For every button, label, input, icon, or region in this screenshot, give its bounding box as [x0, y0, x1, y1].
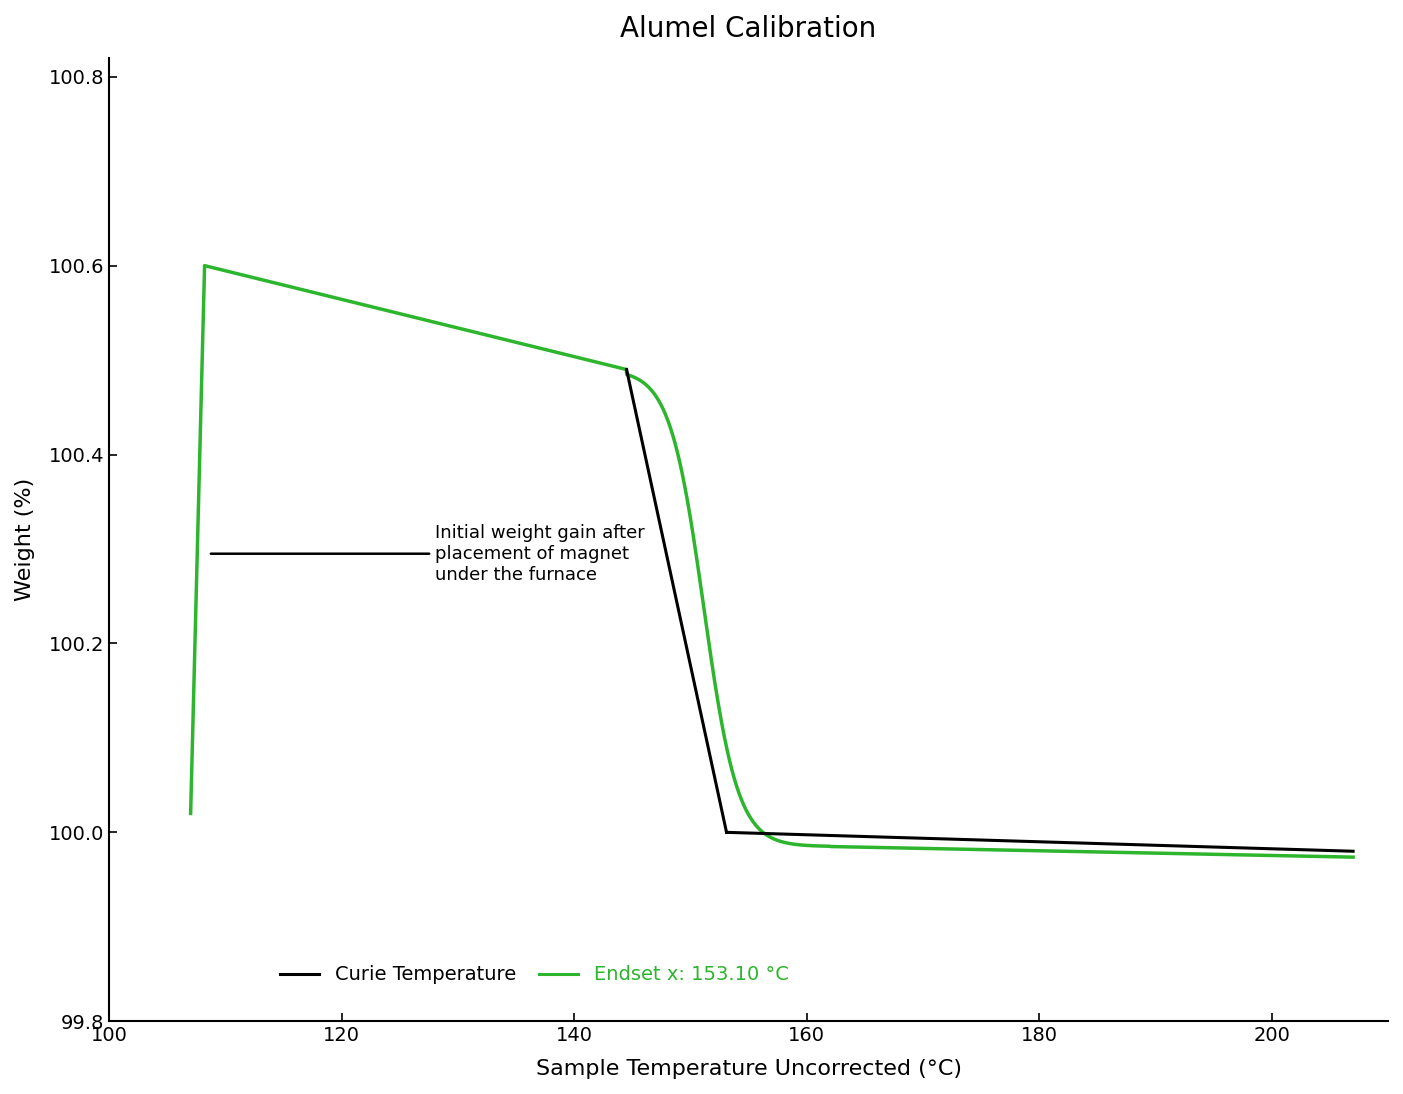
Legend: Curie Temperature, Endset x: 153.10 °C: Curie Temperature, Endset x: 153.10 °C [272, 957, 797, 992]
Text: Initial weight gain after
placement of magnet
under the furnace: Initial weight gain after placement of m… [210, 524, 644, 583]
Title: Alumel Calibration: Alumel Calibration [620, 15, 877, 43]
Y-axis label: Weight (%): Weight (%) [15, 478, 35, 602]
X-axis label: Sample Temperature Uncorrected (°C): Sample Temperature Uncorrected (°C) [536, 1059, 961, 1079]
